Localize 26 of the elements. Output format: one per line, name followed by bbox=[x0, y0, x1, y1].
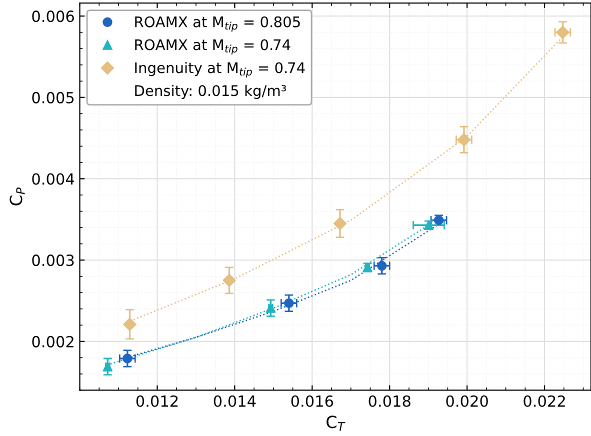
y-tick-label: 0.005 bbox=[32, 92, 74, 104]
point bbox=[123, 318, 136, 331]
y-tick-label: 0.006 bbox=[32, 10, 74, 22]
y-tick-label: 0.003 bbox=[32, 254, 74, 266]
point bbox=[424, 220, 434, 230]
x-tick-label: 0.022 bbox=[524, 395, 565, 407]
x-tick-label: 0.016 bbox=[291, 395, 334, 407]
y-axis-title: C$_{P}$ bbox=[10, 187, 25, 206]
point bbox=[266, 303, 276, 313]
point bbox=[122, 354, 132, 364]
point bbox=[102, 362, 113, 372]
x-tick-label: 0.014 bbox=[214, 395, 256, 407]
x-axis-title: C$_{T}$ bbox=[326, 416, 346, 431]
point bbox=[222, 274, 236, 287]
point bbox=[333, 216, 347, 230]
x-tick-label: 0.020 bbox=[446, 395, 488, 407]
legend-label: Ingenuity at M$_{tip}$ = 0.74 bbox=[135, 62, 305, 78]
y-tick-label: 0.004 bbox=[32, 173, 74, 185]
x-tick-label: 0.018 bbox=[368, 395, 410, 407]
point bbox=[377, 260, 387, 271]
y-tick-label: 0.002 bbox=[32, 336, 74, 348]
x-tick-label: 0.012 bbox=[136, 395, 178, 407]
legend-label: ROAMX at M$_{tip}$ = 0.805 bbox=[135, 16, 300, 32]
annotation: Density: 0.015 kg/m³ bbox=[135, 84, 286, 99]
legend-label: ROAMX at M$_{tip}$ = 0.74 bbox=[135, 39, 290, 55]
point bbox=[284, 298, 294, 308]
